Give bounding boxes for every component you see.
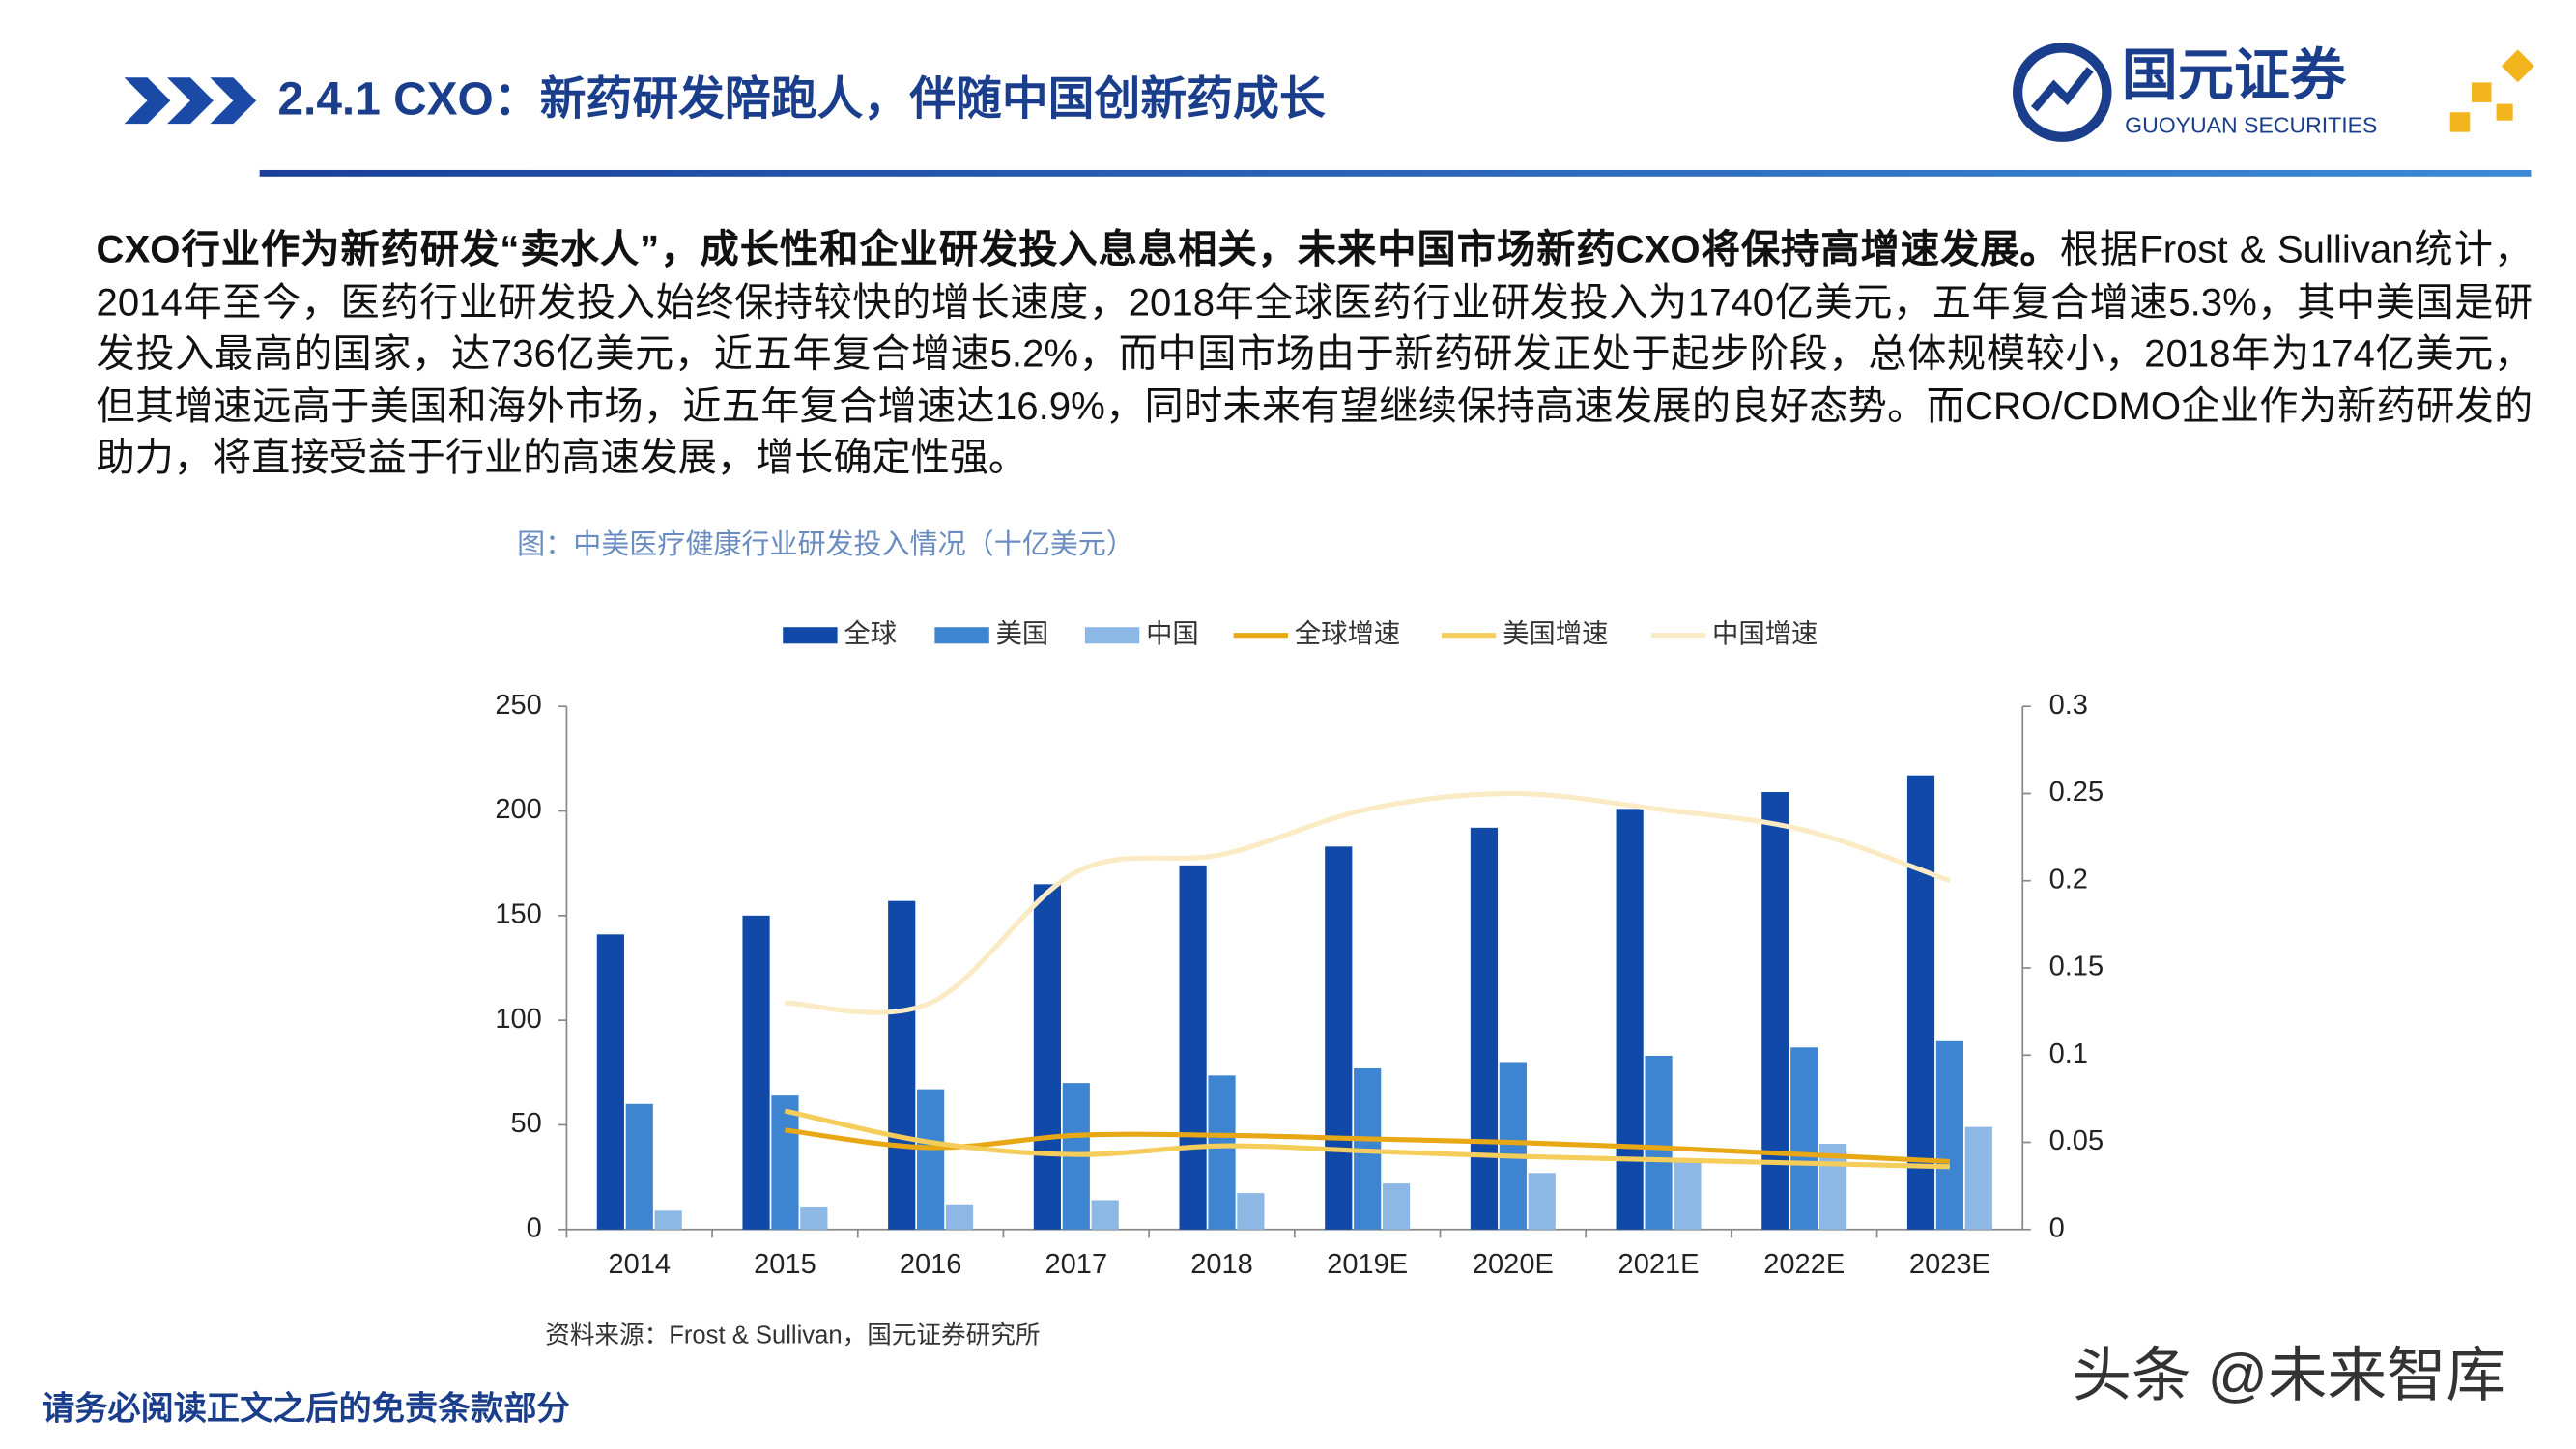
y2-tick-label: 0.3	[2049, 690, 2088, 721]
bar	[1470, 827, 1499, 1230]
chart: 0 50 100 150 200 250 0 0.05 0.1 0.15 0.2 0.25 0.3 201…	[495, 618, 2104, 1280]
legend-swatch	[1084, 627, 1140, 644]
y-tick-label: 50	[510, 1108, 541, 1139]
bar	[1179, 865, 1207, 1230]
paragraph-text: 根据Frost & Sullivan统计，2014年至今，医药行业研发投入始终保…	[96, 227, 2533, 479]
bar	[1033, 884, 1062, 1230]
y2-tick-label: 0.05	[2049, 1125, 2104, 1156]
x-tick-label: 2019E	[1327, 1249, 1408, 1280]
legend-label: 中国	[1146, 618, 1199, 648]
paragraph: CXO行业作为新药研发“卖水人”，成长性和企业研发投入息息相关，未来中国市场新药…	[97, 224, 2533, 484]
x-tick-label: 2020E	[1473, 1249, 1554, 1280]
legend-swatch	[934, 627, 989, 644]
bar	[625, 1103, 653, 1230]
y-tick-label: 0	[527, 1212, 542, 1243]
header-rule	[259, 169, 2532, 177]
header-title: 2.4.1 CXO：新药研发陪跑人，伴随中国创新药成长	[277, 74, 1325, 126]
footer-disclaimer: 请务必阅读正文之后的免责条款部分	[42, 1391, 570, 1428]
x-tick-label: 2016	[900, 1249, 962, 1280]
bar	[1906, 775, 1935, 1230]
bar	[1237, 1193, 1265, 1230]
bar	[596, 934, 624, 1230]
x-tick-label: 2021E	[1618, 1249, 1700, 1280]
bar	[1935, 1040, 1964, 1230]
paragraph-box: CXO行业作为新药研发“卖水人”，成长性和企业研发投入息息相关，未来中国市场新药…	[97, 224, 2533, 484]
bar	[1528, 1173, 1556, 1230]
line	[784, 1108, 1950, 1170]
logo-cn: 国元证券	[2122, 43, 2347, 106]
x-tick-label: 2018	[1190, 1249, 1253, 1280]
chart-source: 资料来源：Frost & Sullivan，国元证券研究所	[545, 1321, 1040, 1350]
y2-tick-label: 0.1	[2049, 1038, 2088, 1069]
watermark: 头条 @未来智库	[2073, 1342, 2506, 1408]
bar	[917, 1089, 945, 1230]
bar	[742, 915, 770, 1230]
x-tick-label: 2014	[608, 1249, 671, 1280]
x-tick-label: 2015	[754, 1249, 816, 1280]
legend-label: 全球增速	[1295, 618, 1400, 648]
legend-label: 全球	[844, 618, 897, 648]
legend-swatch	[783, 627, 838, 644]
legend-label: 美国增速	[1503, 618, 1608, 648]
bar	[1645, 1055, 1673, 1230]
x-tick-label: 2017	[1045, 1249, 1108, 1280]
y-tick-label: 250	[495, 690, 541, 721]
bar	[771, 1095, 799, 1230]
bar	[1091, 1200, 1119, 1230]
bar	[1208, 1075, 1236, 1230]
bar	[1499, 1062, 1527, 1230]
y-tick-label: 150	[495, 899, 541, 930]
bar	[1325, 846, 1353, 1230]
y-tick-label: 100	[495, 1004, 541, 1035]
y2-tick-label: 0.2	[2049, 864, 2088, 895]
logo-en: GUOYUAN SECURITIES	[2125, 113, 2377, 138]
line	[785, 1127, 1951, 1164]
logo: 国元证券 GUOYUAN SECURITIES	[2013, 43, 2534, 142]
y2-tick-label: 0.25	[2049, 777, 2104, 808]
bar	[888, 900, 916, 1230]
bar	[800, 1206, 828, 1230]
bar	[1616, 809, 1644, 1230]
x-tick-label: 2022E	[1763, 1249, 1845, 1280]
header-chevrons	[124, 77, 257, 125]
y2-tick-label: 0	[2049, 1212, 2065, 1243]
bar	[654, 1210, 682, 1230]
y-tick-label: 200	[495, 794, 541, 825]
legend-label: 美国	[996, 618, 1049, 648]
bar	[1382, 1183, 1411, 1230]
legend-label: 中国增速	[1712, 618, 1818, 648]
chart-title: 图：中美医疗健康行业研发投入情况（十亿美元）	[517, 528, 1134, 560]
x-tick-label: 2023E	[1909, 1249, 1990, 1280]
bar	[1674, 1162, 1702, 1230]
bar	[1790, 1047, 1818, 1230]
bar	[945, 1204, 974, 1230]
y2-tick-label: 0.15	[2049, 952, 2104, 982]
line	[785, 790, 1951, 1015]
paragraph-lead: CXO行业作为新药研发“卖水人”，成长性和企业研发投入息息相关，未来中国市场新药…	[96, 227, 2060, 271]
bar	[1964, 1126, 1992, 1230]
bar	[1761, 792, 1789, 1230]
